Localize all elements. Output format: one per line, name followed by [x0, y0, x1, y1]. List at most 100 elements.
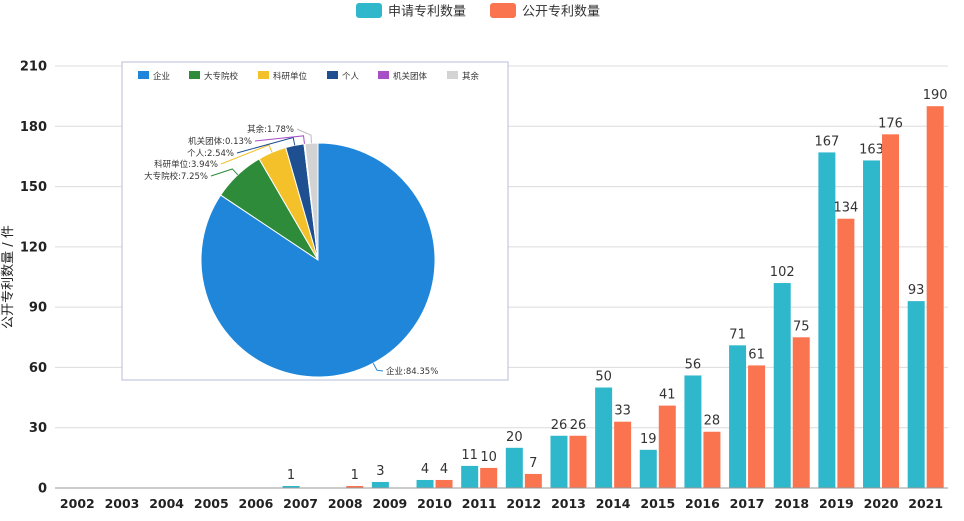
x-tick-label: 2012: [506, 496, 541, 511]
bar-publish-2010: [435, 479, 453, 488]
pie-slice-label: 其余:1.78%: [247, 124, 294, 135]
bar-publish-2015: [658, 405, 676, 488]
bar-apply-2019: [818, 152, 836, 488]
data-label: 10: [480, 450, 497, 465]
x-tick-label: 2013: [551, 496, 586, 511]
data-label: 167: [814, 134, 839, 149]
bar-apply-2011: [461, 465, 479, 488]
pie-leader-line: [372, 362, 384, 372]
x-tick-label: 2011: [462, 496, 497, 511]
bar-publish-2008: [346, 485, 364, 488]
y-tick-label: 210: [20, 60, 47, 75]
pie-slice-label: 大专院校:7.25%: [144, 171, 208, 182]
y-tick-label: 180: [20, 120, 47, 135]
bar-publish-2012: [524, 473, 542, 488]
x-tick-label: 2014: [596, 496, 631, 511]
data-label: 11: [461, 448, 478, 463]
x-tick-label: 2010: [417, 496, 452, 511]
bar-apply-2018: [773, 283, 791, 488]
pie-leader-line: [254, 135, 305, 144]
x-tick-label: 2009: [372, 496, 407, 511]
x-tick-label: 2007: [283, 496, 318, 511]
data-label: 4: [440, 462, 448, 477]
pie-legend-label: 大专院校: [204, 71, 239, 82]
pie-legend-label: 企业: [153, 71, 170, 82]
x-tick-label: 2020: [864, 496, 899, 511]
pie-slice-label: 科研单位:3.94%: [154, 159, 218, 170]
data-label: 190: [923, 88, 948, 103]
y-tick-label: 90: [29, 301, 47, 316]
data-label: 134: [833, 201, 858, 216]
data-label: 3: [376, 464, 384, 479]
pie-legend-swatch: [327, 71, 338, 79]
data-label: 50: [595, 370, 612, 385]
pie-legend-swatch: [447, 71, 458, 79]
bar-apply-2009: [371, 481, 389, 488]
data-label: 61: [748, 347, 765, 362]
data-label: 20: [506, 430, 523, 445]
pie-slice-label: 个人:2.54%: [187, 149, 234, 159]
data-label: 7: [529, 456, 537, 471]
bar-apply-2017: [729, 345, 747, 488]
pie-legend-label: 科研单位: [273, 71, 308, 82]
y-tick-label: 150: [20, 180, 47, 195]
data-label: 75: [793, 319, 810, 334]
data-label: 19: [640, 432, 657, 447]
pie-leader-line: [220, 144, 273, 165]
bar-publish-2020: [882, 134, 900, 489]
pie-slice-label: 机关团体:0.13%: [188, 136, 252, 147]
data-label: 41: [659, 388, 676, 403]
x-tick-label: 2004: [149, 496, 184, 511]
y-tick-label: 60: [29, 361, 47, 376]
data-label: 93: [908, 283, 925, 298]
data-label: 33: [614, 404, 631, 419]
x-tick-label: 2005: [194, 496, 229, 511]
pie-leader-line: [236, 136, 296, 154]
x-tick-label: 2019: [819, 496, 854, 511]
pie-slice-label: 企业:84.35%: [386, 366, 438, 377]
pie-leader-line: [210, 168, 239, 177]
pie-legend-swatch: [189, 71, 200, 79]
y-tick-label: 0: [38, 482, 47, 497]
x-tick-label: 2017: [730, 496, 765, 511]
bar-publish-2013: [569, 435, 587, 488]
bar-publish-2021: [926, 106, 944, 488]
bar-apply-2007: [282, 485, 300, 488]
data-label: 1: [351, 468, 359, 483]
data-label: 1: [287, 468, 295, 483]
x-tick-label: 2006: [239, 496, 274, 511]
data-label: 71: [729, 327, 746, 342]
bar-apply-2020: [863, 160, 881, 488]
bar-publish-2018: [792, 337, 810, 488]
bar-apply-2014: [595, 387, 613, 488]
legend-label: 公开专利数量: [522, 5, 600, 20]
data-label: 176: [878, 116, 903, 131]
data-label: 28: [704, 414, 721, 429]
bar-apply-2013: [550, 435, 568, 488]
bar-apply-2010: [416, 479, 434, 488]
bar-publish-2016: [703, 431, 721, 488]
legend-swatch: [356, 3, 382, 18]
x-tick-label: 2003: [105, 496, 140, 511]
y-axis-label: 公开专利数量 / 件: [1, 225, 16, 329]
pie-legend-label: 其余: [462, 71, 480, 82]
x-tick-label: 2008: [328, 496, 363, 511]
bar-publish-2017: [748, 365, 766, 488]
y-tick-label: 30: [29, 421, 47, 436]
x-tick-label: 2016: [685, 496, 720, 511]
x-tick-label: 2015: [640, 496, 675, 511]
data-label: 4: [421, 462, 429, 477]
data-label: 163: [859, 142, 884, 157]
pie-leader-line: [296, 128, 312, 144]
bar-publish-2019: [837, 218, 855, 488]
data-label: 26: [551, 418, 568, 433]
data-label: 56: [685, 357, 702, 372]
data-label: 26: [570, 418, 587, 433]
pie-legend-swatch: [258, 71, 269, 79]
bar-publish-2014: [614, 421, 632, 488]
bar-apply-2015: [639, 449, 657, 488]
x-tick-label: 2021: [908, 496, 943, 511]
bar-apply-2021: [907, 301, 925, 488]
